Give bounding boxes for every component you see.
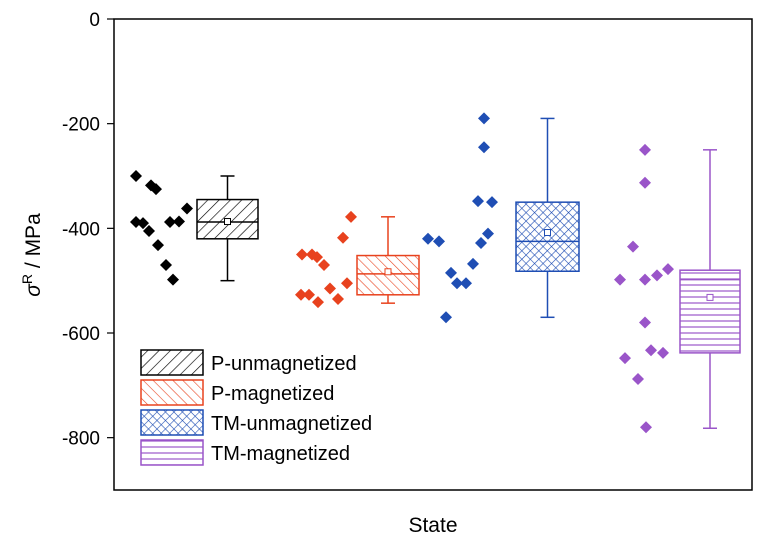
- data-point: [296, 248, 308, 261]
- data-point: [451, 277, 463, 290]
- data-point: [645, 344, 657, 357]
- y-axis-superscript: R: [19, 274, 35, 284]
- legend-item: P-unmagnetized: [140, 349, 357, 376]
- y-tick-label: -600: [62, 324, 100, 345]
- y-axis-unit: / MPa: [22, 213, 45, 274]
- data-point: [422, 232, 434, 245]
- legend-item: P-magnetized: [140, 379, 334, 406]
- data-point: [445, 266, 457, 279]
- data-point: [345, 210, 357, 223]
- data-point: [160, 258, 172, 271]
- y-axis-ticks: 0 -200 -400 -600 -800: [62, 10, 114, 450]
- mean-marker: [544, 229, 551, 237]
- data-point: [619, 352, 631, 365]
- data-point: [143, 224, 155, 237]
- data-point: [460, 277, 472, 290]
- data-point: [478, 141, 490, 154]
- y-axis-symbol: σ: [22, 283, 45, 297]
- data-point: [130, 170, 142, 182]
- data-point: [337, 231, 349, 244]
- data-point: [639, 176, 651, 189]
- series-layer: [130, 112, 741, 434]
- data-point: [440, 311, 452, 324]
- data-point: [472, 195, 484, 208]
- series-group-P-magnetized: [295, 210, 420, 309]
- data-point: [324, 282, 336, 295]
- legend-swatch: [140, 349, 204, 376]
- legend-label: P-unmagnetized: [211, 353, 357, 375]
- data-point: [303, 288, 315, 301]
- data-point: [482, 227, 494, 240]
- data-point: [173, 215, 185, 228]
- data-point: [486, 196, 498, 209]
- data-point: [662, 263, 674, 276]
- legend-label: TM-unmagnetized: [211, 413, 372, 435]
- box-iqr: [679, 269, 741, 354]
- legend-label: TM-magnetized: [211, 443, 350, 465]
- data-point: [137, 217, 149, 230]
- y-tick-label: -800: [62, 429, 100, 450]
- legend-swatch: [140, 409, 204, 436]
- legend: P-unmagnetized P-magnetized TM-unmagnetize…: [132, 342, 427, 480]
- data-point: [475, 236, 487, 249]
- series-group-P-unmagnetized: [130, 170, 259, 286]
- data-point: [341, 277, 353, 290]
- plot-area-frame: [113, 18, 753, 491]
- data-point: [167, 273, 179, 286]
- data-point: [639, 143, 651, 156]
- data-point: [639, 273, 651, 286]
- data-point: [295, 288, 307, 301]
- y-tick-label: 0: [89, 10, 100, 31]
- mean-marker: [706, 293, 714, 301]
- x-axis-title: State: [408, 514, 457, 537]
- data-point: [164, 216, 176, 229]
- y-tick-label: -200: [62, 115, 100, 136]
- y-axis-title: σR / MPa: [19, 213, 45, 297]
- legend-item: TM-magnetized: [140, 439, 350, 466]
- legend-item: TM-unmagnetized: [140, 409, 372, 436]
- data-point: [640, 421, 652, 434]
- legend-swatch: [140, 379, 204, 406]
- data-point: [311, 251, 323, 264]
- box-iqr: [515, 201, 580, 272]
- series-group-TM-unmagnetized: [422, 112, 580, 324]
- mean-marker: [384, 268, 392, 276]
- data-point: [651, 269, 663, 282]
- data-point: [467, 257, 479, 270]
- data-point: [614, 273, 626, 286]
- data-point: [632, 373, 644, 386]
- data-point: [639, 316, 651, 329]
- series-group-TM-magnetized: [614, 143, 741, 434]
- data-point: [152, 239, 164, 252]
- legend-label: P-magnetized: [211, 383, 334, 405]
- data-point: [312, 296, 324, 309]
- data-point: [433, 235, 445, 248]
- data-point: [318, 258, 330, 271]
- y-tick-label: -400: [62, 219, 100, 240]
- data-point: [478, 112, 490, 125]
- legend-swatch: [140, 439, 204, 466]
- data-point: [181, 202, 193, 215]
- mean-marker: [224, 218, 231, 226]
- data-point: [657, 346, 669, 359]
- data-point: [627, 240, 639, 253]
- data-point: [332, 292, 344, 305]
- data-point: [150, 183, 162, 196]
